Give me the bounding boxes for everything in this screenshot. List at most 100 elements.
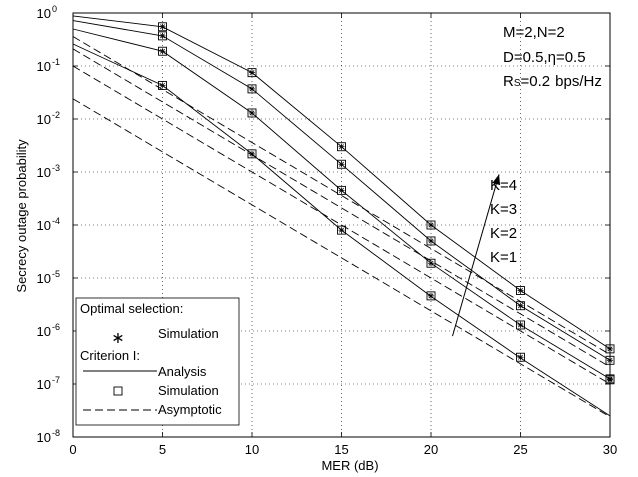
star-stroke — [160, 33, 165, 39]
square-marker — [158, 46, 167, 56]
y-tick-exponent: -3 — [52, 163, 60, 173]
simulation-marker — [337, 159, 346, 169]
y-tick-exponent: -7 — [52, 375, 60, 385]
y-tick-exponent: 0 — [52, 4, 57, 14]
legend-asymptotic-label: Asymptotic — [158, 402, 222, 417]
y-tick-label: 10 — [37, 112, 51, 127]
square-marker — [516, 320, 525, 330]
square-marker — [337, 185, 346, 195]
simulation-marker — [247, 149, 257, 159]
simulation-marker — [426, 220, 436, 230]
star-stroke — [428, 222, 434, 228]
simulation-marker — [247, 84, 257, 94]
asymptotic-line-3 — [72, 48, 611, 368]
y-tick-label: 10 — [37, 165, 51, 180]
simulation-marker — [337, 185, 346, 195]
simulation-marker — [516, 286, 525, 295]
x-tick-label: 5 — [159, 442, 166, 457]
star-stroke — [518, 303, 523, 309]
simulation-marker — [158, 80, 167, 90]
simulation-marker — [337, 142, 346, 152]
star-stroke — [428, 260, 434, 266]
star-stroke — [339, 187, 344, 193]
x-tick-label: 20 — [424, 442, 438, 457]
square-marker — [426, 236, 436, 246]
star-stroke — [428, 293, 434, 299]
square-marker — [516, 301, 525, 311]
y-axis-label: Secrecy outage probability — [14, 139, 29, 293]
square-marker — [337, 142, 346, 152]
star-stroke — [249, 70, 255, 76]
star-stroke — [428, 238, 434, 244]
param-annotation-d-eta: D=0.5,η=0.5 — [503, 49, 586, 66]
simulation-marker — [426, 291, 436, 301]
square-marker — [516, 352, 525, 362]
star-stroke — [160, 24, 165, 30]
x-tick-labels: 0 5 10 15 20 25 30 — [69, 442, 617, 457]
k-label-2: K=2 — [490, 225, 517, 242]
k-label-3: K=3 — [490, 201, 517, 218]
square-marker — [158, 80, 167, 90]
simulation-marker — [426, 236, 436, 246]
axes — [72, 12, 611, 438]
param-annotation-mn: M=2,N=2 — [503, 24, 565, 41]
x-tick-label: 15 — [334, 442, 348, 457]
square-marker — [337, 225, 346, 235]
square-marker — [247, 108, 257, 118]
legend-simulation-label: Simulation — [158, 383, 219, 398]
simulation-marker — [158, 46, 167, 56]
arrow-head — [492, 174, 501, 186]
y-tick-exponent: -8 — [52, 428, 60, 438]
y-tick-label: 10 — [37, 324, 51, 339]
y-tick-exponent: -1 — [52, 57, 60, 67]
square-marker — [247, 84, 257, 94]
star-stroke — [249, 110, 255, 116]
arrow-shaft — [451, 174, 500, 337]
square-marker — [426, 220, 436, 230]
simulation-marker — [426, 258, 436, 268]
simulation-marker — [516, 320, 525, 330]
simulation-marker — [516, 352, 525, 362]
square-marker — [158, 22, 167, 32]
param-annotation-rs: RS=0.2 bps/Hz — [503, 73, 602, 90]
y-tick-label: 10 — [37, 59, 51, 74]
x-tick-label: 30 — [603, 442, 617, 457]
increasing-k-arrow — [451, 174, 501, 337]
star-stroke — [518, 354, 523, 360]
simulation-marker — [158, 22, 167, 32]
y-tick-label: 10 — [37, 271, 51, 286]
star-stroke — [518, 288, 523, 294]
simulation-marker — [247, 108, 257, 118]
legend-box — [75, 297, 240, 426]
asymptotic-line-1 — [72, 98, 611, 418]
star-stroke — [339, 161, 344, 167]
y-tick-label: 10 — [37, 377, 51, 392]
simulation-marker — [516, 301, 525, 311]
simulation-marker — [337, 225, 346, 235]
y-tick-exponent: -4 — [52, 216, 60, 226]
y-tick-label: 10 — [37, 430, 51, 445]
x-tick-label: 10 — [245, 442, 259, 457]
square-marker — [247, 149, 257, 159]
simulation-markers — [158, 22, 615, 385]
star-stroke — [249, 151, 255, 157]
x-tick-label: 0 — [69, 442, 76, 457]
star-stroke — [160, 48, 165, 54]
asymptotic-line-2 — [72, 65, 611, 385]
simulation-marker — [247, 68, 257, 78]
star-stroke — [339, 144, 344, 150]
legend-group2-title: Criterion I: — [80, 348, 140, 363]
y-tick-label: 10 — [37, 6, 51, 21]
legend-simulation-marker — [113, 386, 123, 396]
k-label-1: K=1 — [490, 249, 517, 266]
square-marker — [247, 68, 257, 78]
y-tick-label: 10 — [37, 218, 51, 233]
star-stroke — [160, 82, 165, 88]
y-tick-exponent: -5 — [52, 269, 60, 279]
star-stroke — [518, 322, 523, 328]
legend-analysis-label: Analysis — [158, 364, 207, 379]
square-marker — [426, 258, 436, 268]
y-tick-exponent: -6 — [52, 322, 60, 332]
